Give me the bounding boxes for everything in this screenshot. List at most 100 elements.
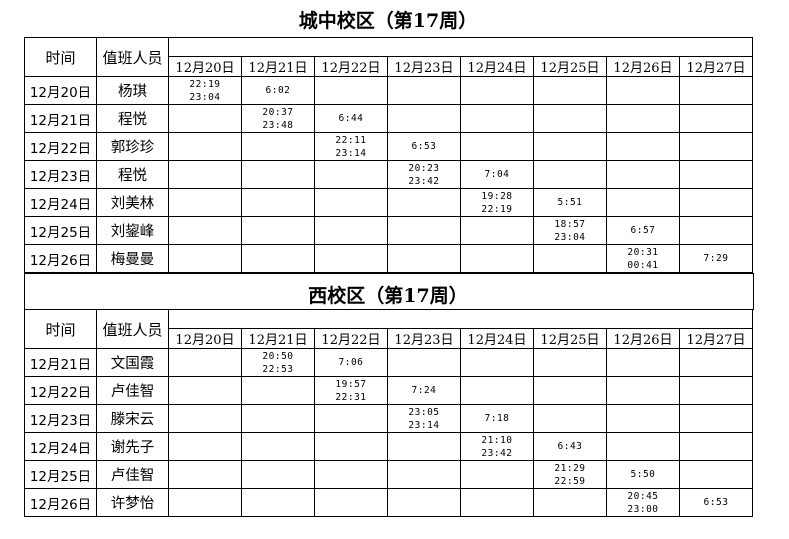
time-cell[interactable]: [386, 488, 461, 517]
time-cell[interactable]: [386, 460, 461, 489]
time-cell[interactable]: 19:28 22:19: [459, 188, 534, 217]
time-cell[interactable]: 20:23 23:42: [386, 160, 461, 189]
time-cell[interactable]: [167, 160, 242, 189]
time-cell[interactable]: [240, 376, 315, 405]
time-cell[interactable]: [605, 404, 680, 433]
time-cell[interactable]: [167, 244, 242, 273]
time-cell[interactable]: [386, 244, 461, 273]
time-cell[interactable]: 22:11 23:14: [313, 132, 388, 161]
time-cell[interactable]: [678, 404, 754, 433]
time-cell[interactable]: [313, 460, 388, 489]
time-cell[interactable]: [167, 432, 242, 461]
time-cell[interactable]: [167, 488, 242, 517]
time-cell[interactable]: [240, 244, 315, 273]
time-cell[interactable]: 22:19 23:04: [167, 76, 242, 105]
time-cell[interactable]: [605, 348, 680, 377]
time-cell[interactable]: [605, 376, 680, 405]
time-cell[interactable]: [240, 460, 315, 489]
time-cell[interactable]: 7:18: [459, 404, 534, 433]
time-cell[interactable]: 5:51: [532, 188, 607, 217]
time-cell[interactable]: [532, 104, 607, 133]
time-cell[interactable]: [459, 76, 534, 105]
time-cell[interactable]: [240, 432, 315, 461]
time-cell[interactable]: 20:50 22:53: [240, 348, 315, 377]
time-cell[interactable]: [240, 488, 315, 517]
time-cell[interactable]: [240, 160, 315, 189]
time-cell[interactable]: [605, 160, 680, 189]
time-cell[interactable]: [240, 132, 315, 161]
time-cell[interactable]: [167, 132, 242, 161]
time-cell[interactable]: [678, 76, 754, 105]
time-cell[interactable]: [532, 76, 607, 105]
time-cell[interactable]: [459, 488, 534, 517]
time-cell[interactable]: [532, 348, 607, 377]
time-cell[interactable]: [167, 188, 242, 217]
time-cell[interactable]: [678, 376, 754, 405]
time-cell[interactable]: [678, 348, 754, 377]
time-cell[interactable]: [532, 244, 607, 273]
time-cell[interactable]: [605, 132, 680, 161]
time-cell[interactable]: [459, 104, 534, 133]
time-cell[interactable]: [313, 188, 388, 217]
time-cell[interactable]: [678, 432, 754, 461]
time-cell[interactable]: 19:57 22:31: [313, 376, 388, 405]
time-cell[interactable]: [459, 132, 534, 161]
time-cell[interactable]: [678, 132, 754, 161]
time-cell[interactable]: 21:29 22:59: [532, 460, 607, 489]
time-cell[interactable]: 20:31 00:41: [605, 244, 680, 273]
time-cell[interactable]: [459, 244, 534, 273]
time-cell[interactable]: [386, 348, 461, 377]
time-cell[interactable]: [605, 188, 680, 217]
time-cell[interactable]: [167, 460, 242, 489]
time-cell[interactable]: 23:05 23:14: [386, 404, 461, 433]
time-cell[interactable]: [459, 460, 534, 489]
time-cell[interactable]: 6:53: [678, 488, 754, 517]
time-cell[interactable]: 18:57 23:04: [532, 216, 607, 245]
time-cell[interactable]: [678, 104, 754, 133]
time-cell[interactable]: [532, 160, 607, 189]
time-cell[interactable]: [240, 188, 315, 217]
time-cell[interactable]: [386, 76, 461, 105]
time-cell[interactable]: [386, 216, 461, 245]
time-cell[interactable]: [313, 432, 388, 461]
time-cell[interactable]: 20:45 23:00: [605, 488, 680, 517]
time-cell[interactable]: 6:43: [532, 432, 607, 461]
time-cell[interactable]: [167, 348, 242, 377]
time-cell[interactable]: 21:10 23:42: [459, 432, 534, 461]
time-cell[interactable]: [459, 216, 534, 245]
time-cell[interactable]: [313, 76, 388, 105]
time-cell[interactable]: [167, 376, 242, 405]
time-cell[interactable]: [240, 216, 315, 245]
time-cell[interactable]: [386, 432, 461, 461]
time-cell[interactable]: [678, 216, 754, 245]
time-cell[interactable]: [167, 404, 242, 433]
time-cell[interactable]: [167, 216, 242, 245]
time-cell[interactable]: 5:50: [605, 460, 680, 489]
time-cell[interactable]: [240, 404, 315, 433]
time-cell[interactable]: 6:44: [313, 104, 388, 133]
time-cell[interactable]: 6:53: [386, 132, 461, 161]
time-cell[interactable]: [532, 376, 607, 405]
time-cell[interactable]: 7:04: [459, 160, 534, 189]
time-cell[interactable]: [605, 104, 680, 133]
time-cell[interactable]: [167, 104, 242, 133]
time-cell[interactable]: 6:02: [240, 76, 315, 105]
time-cell[interactable]: [532, 488, 607, 517]
time-cell[interactable]: [386, 188, 461, 217]
time-cell[interactable]: [678, 460, 754, 489]
time-cell[interactable]: 6:57: [605, 216, 680, 245]
time-cell[interactable]: [459, 348, 534, 377]
time-cell[interactable]: [386, 104, 461, 133]
time-cell[interactable]: [532, 404, 607, 433]
time-cell[interactable]: 7:29: [678, 244, 754, 273]
time-cell[interactable]: [605, 432, 680, 461]
time-cell[interactable]: [459, 376, 534, 405]
time-cell[interactable]: 7:06: [313, 348, 388, 377]
time-cell[interactable]: [313, 488, 388, 517]
time-cell[interactable]: 7:24: [386, 376, 461, 405]
time-cell[interactable]: [313, 160, 388, 189]
time-cell[interactable]: [678, 188, 754, 217]
time-cell[interactable]: [532, 132, 607, 161]
time-cell[interactable]: 20:37 23:48: [240, 104, 315, 133]
time-cell[interactable]: [678, 160, 754, 189]
